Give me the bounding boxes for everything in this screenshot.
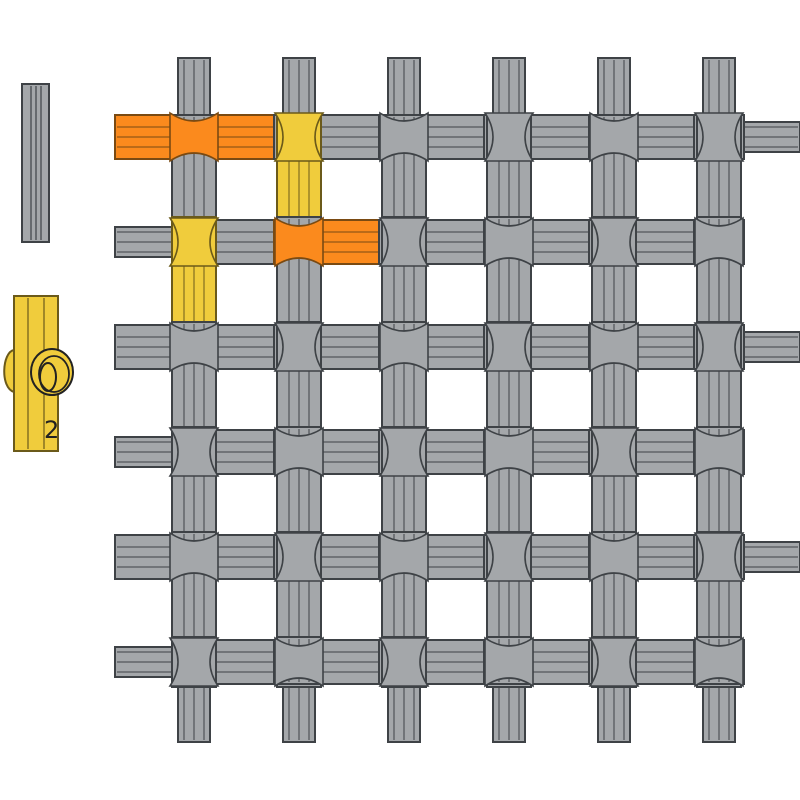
joint-r4-c4[interactable] <box>589 531 639 583</box>
joint-r1-c3[interactable] <box>484 216 534 268</box>
joint-r5-c1[interactable] <box>274 636 324 688</box>
joint-r1-c4[interactable] <box>588 217 640 267</box>
connector-count-label: 2 <box>44 416 60 444</box>
joint-r0-c5[interactable] <box>693 112 745 162</box>
tray-rod-piece[interactable] <box>21 83 50 243</box>
joint-r4-c5[interactable] <box>693 532 745 582</box>
joint-r5-c0[interactable] <box>168 637 220 687</box>
joint-r2-c3[interactable] <box>483 322 535 372</box>
joint-r1-c1[interactable] <box>274 216 324 268</box>
joint-r3-c0[interactable] <box>168 427 220 477</box>
joint-r2-c0[interactable] <box>169 321 219 373</box>
joint-r0-c4[interactable] <box>589 111 639 163</box>
joint-r5-c4[interactable] <box>588 637 640 687</box>
joint-r1-c0[interactable] <box>168 217 220 267</box>
joint-r1-c5[interactable] <box>694 216 744 268</box>
joint-r2-c4[interactable] <box>589 321 639 373</box>
joint-r2-c1[interactable] <box>273 322 325 372</box>
joint-r3-c2[interactable] <box>378 427 430 477</box>
joint-r4-c3[interactable] <box>483 532 535 582</box>
joint-r2-c5[interactable] <box>693 322 745 372</box>
joint-r4-c1[interactable] <box>273 532 325 582</box>
joint-r0-c0[interactable] <box>169 111 219 163</box>
joint-r0-c1[interactable] <box>273 112 325 162</box>
joint-r5-c2[interactable] <box>378 637 430 687</box>
joint-r3-c4[interactable] <box>588 427 640 477</box>
joint-r4-c0[interactable] <box>169 531 219 583</box>
tray-connector-piece[interactable] <box>3 295 74 452</box>
joint-r1-c2[interactable] <box>378 217 430 267</box>
joint-r3-c3[interactable] <box>484 426 534 478</box>
joint-r2-c2[interactable] <box>379 321 429 373</box>
joint-r5-c5[interactable] <box>694 636 744 688</box>
joint-r3-c1[interactable] <box>274 426 324 478</box>
joint-r3-c5[interactable] <box>694 426 744 478</box>
piece-tray: 2 <box>0 0 100 800</box>
joint-r0-c2[interactable] <box>379 111 429 163</box>
joint-r5-c3[interactable] <box>484 636 534 688</box>
joint-r4-c2[interactable] <box>379 531 429 583</box>
joint-r0-c3[interactable] <box>483 112 535 162</box>
